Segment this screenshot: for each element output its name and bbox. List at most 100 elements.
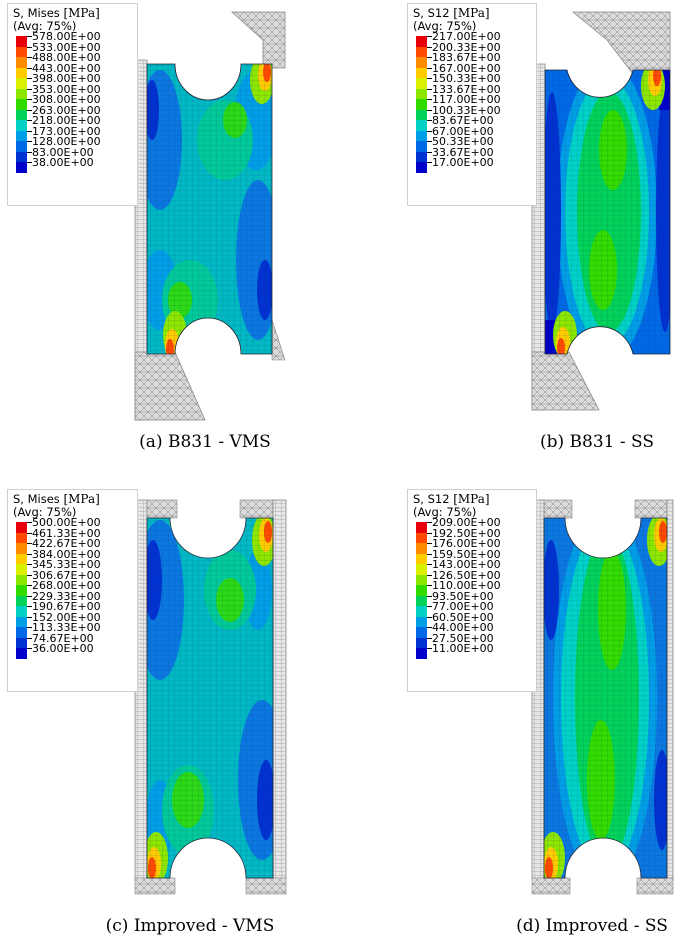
legend-value-label: 306.67E+00: [32, 568, 101, 582]
panel-c: S, Mises [MPa] (Avg: 75%) 500.00E+00 461.…: [0, 480, 337, 951]
colorbar-swatch: [16, 522, 27, 533]
legend-tick: [27, 57, 32, 58]
colorbar-swatch: [16, 67, 27, 78]
legend-value-label: 217.00E+00: [432, 30, 501, 43]
legend-tick: [27, 543, 32, 544]
legend-c: S, Mises [MPa] (Avg: 75%) 500.00E+00 461.…: [7, 489, 138, 692]
colorbar-swatch: [416, 627, 427, 638]
lower-grip: [134, 351, 206, 421]
legend-value-label: 443.00E+00: [32, 61, 101, 75]
colorbar-swatch: [416, 522, 427, 533]
colorbar-swatch: [416, 120, 427, 131]
specimen-stress-field: [147, 64, 272, 354]
legend-value-label: 117.00E+00: [432, 93, 501, 106]
legend-tick: [27, 141, 32, 142]
legend-value-label: 38.00E+00: [32, 156, 94, 169]
legend-value-label: 133.67E+00: [432, 82, 501, 96]
legend-tick: [427, 543, 432, 544]
legend-tick: [427, 606, 432, 607]
legend-value-label: 143.00E+00: [432, 558, 501, 571]
legend-value-label: 268.00E+00: [32, 579, 101, 592]
legend-tick: [427, 57, 432, 58]
legend-tick: [427, 595, 432, 597]
legend-tick: [27, 522, 32, 523]
colorbar-swatch: [416, 606, 427, 617]
legend-colorbar: [16, 36, 27, 173]
legend-tick: [27, 585, 32, 586]
legend-colorbar: [416, 36, 427, 173]
legend-value-label: 190.67E+00: [32, 600, 101, 613]
legend-tick: [427, 141, 432, 142]
colorbar-swatch: [16, 46, 27, 57]
legend-value-label: 167.00E+00: [432, 61, 501, 75]
legend-colorbar: [16, 522, 27, 659]
colorbar-swatch: [16, 595, 27, 606]
legend-colorbar: [416, 522, 427, 659]
legend-tick: [427, 574, 432, 576]
legend-value-label: 263.00E+00: [32, 103, 101, 117]
right-fixture: [666, 499, 674, 881]
colorbar-swatch: [416, 564, 427, 575]
legend-tick: [427, 151, 432, 153]
colorbar-swatch: [416, 574, 427, 585]
panel-d-mesh-plot: [531, 499, 674, 895]
legend-value-label: 200.33E+00: [432, 40, 501, 54]
legend-value-label: 209.00E+00: [432, 516, 501, 529]
legend-title: S, S12 [MPa]: [413, 492, 490, 506]
colorbar-swatch: [416, 36, 427, 47]
legend-value-label: 384.00E+00: [32, 547, 101, 561]
legend-tick: [27, 67, 32, 69]
colorbar-swatch: [16, 57, 27, 68]
panel-a: S, Mises [MPa] (Avg: 75%) 578.00E+00 533.…: [0, 0, 337, 475]
colorbar-swatch: [16, 162, 27, 173]
legend-value-label: 128.00E+00: [32, 135, 101, 148]
legend-value-label: 398.00E+00: [32, 72, 101, 85]
legend-averaging: (Avg: 75%): [413, 505, 477, 519]
legend-tick: [27, 78, 32, 79]
panel-b-mesh-plot: [531, 11, 671, 411]
upper-grip: [230, 11, 286, 69]
specimen-stress-field: [147, 518, 273, 878]
legend-tick: [427, 99, 432, 100]
legend-tick: [27, 553, 32, 555]
legend-value-label: 100.33E+00: [432, 103, 501, 117]
legend-tick: [27, 36, 32, 37]
legend-tick: [27, 532, 32, 534]
colorbar-swatch: [16, 120, 27, 131]
legend-value-label: 67.00E+00: [432, 124, 494, 138]
legend-title: S, Mises [MPa]: [13, 6, 100, 20]
legend-value-label: 183.67E+00: [432, 51, 501, 64]
legend-value-label: 461.33E+00: [32, 526, 101, 540]
specimen-stress-field: [545, 70, 670, 354]
caption-a: (a) B831 - VMS: [139, 432, 271, 452]
legend-value-label: 533.00E+00: [32, 40, 101, 54]
legend-tick: [27, 99, 32, 100]
colorbar-swatch: [416, 130, 427, 141]
colorbar-swatch: [16, 606, 27, 617]
legend-value-label: 33.67E+00: [432, 145, 494, 159]
legend-value-label: 44.00E+00: [432, 621, 494, 634]
legend-tick: [27, 88, 32, 90]
legend-value-label: 488.00E+00: [32, 51, 101, 64]
colorbar-swatch: [416, 109, 427, 120]
caption-b: (b) B831 - SS: [539, 432, 655, 452]
colorbar-swatch: [416, 543, 427, 554]
legend-value-label: 173.00E+00: [32, 124, 101, 138]
colorbar-swatch: [16, 648, 27, 659]
colorbar-swatch: [16, 532, 27, 543]
legend-tick: [27, 151, 32, 153]
legend-tick: [427, 585, 432, 586]
legend-tick: [27, 46, 32, 48]
specimen-stress-field: [544, 518, 667, 878]
legend-value-label: 113.33E+00: [32, 621, 101, 634]
colorbar-swatch: [416, 78, 427, 89]
legend-tick: [427, 88, 432, 90]
legend-averaging: (Avg: 75%): [413, 19, 477, 33]
panel-d: S, S12 [MPa] (Avg: 75%) 209.00E+00 192.50…: [337, 480, 674, 951]
caption-c: (c) Improved - VMS: [105, 916, 275, 936]
legend-value-label: 353.00E+00: [32, 82, 101, 96]
colorbar-swatch: [16, 109, 27, 120]
colorbar-swatch: [416, 585, 427, 596]
legend-value-label: 126.50E+00: [432, 568, 501, 582]
colorbar-swatch: [16, 130, 27, 141]
